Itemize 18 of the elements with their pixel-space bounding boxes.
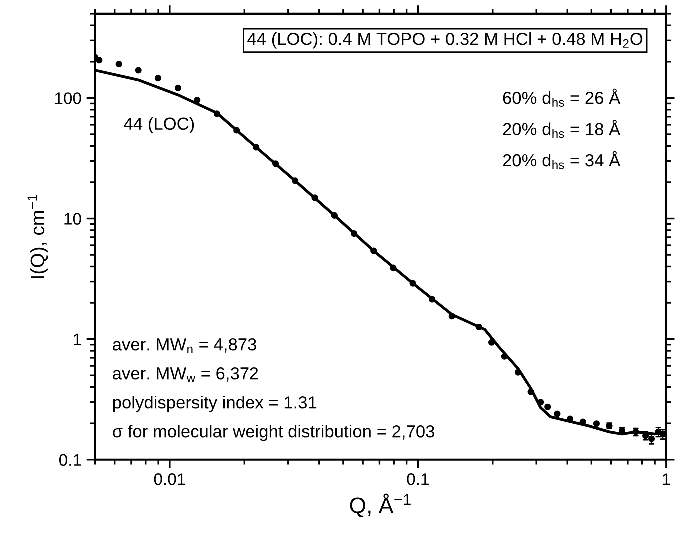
annotation: σ for molecular weight distribution = 2,703 xyxy=(113,425,434,442)
annotation: aver. MW$_{w}$ = 6,372 xyxy=(113,367,258,382)
x-tick-label: 0.1 xyxy=(407,474,429,486)
annotation: 60% d$_{hs}$ = 26 Å xyxy=(503,88,621,107)
y-tick-label: 1 xyxy=(74,334,82,346)
annotation: 20% d$_{hs}$ = 34 Å xyxy=(503,151,621,170)
annotation: polydispersity index = 1.31 xyxy=(113,396,317,412)
y-tick-label: 10 xyxy=(64,213,82,225)
y-axis-title: I(Q), cm$^{−1}$ xyxy=(28,194,48,278)
y-tick-label: 100 xyxy=(55,92,82,104)
x-axis-title: Q, Å$^{−1}$ xyxy=(350,494,411,518)
x-tick-label: 1 xyxy=(663,474,670,486)
annotation: 20% d$_{hs}$ = 18 Å xyxy=(503,120,621,138)
annotation: aver. MW$_{n}$ = 4,873 xyxy=(113,338,256,354)
y-tick-label: 0.1 xyxy=(59,454,82,466)
x-tick-label: 0.01 xyxy=(154,474,186,486)
annotation: 44 (LOC) xyxy=(124,117,194,134)
annotation: 44 (LOC): 0.4 M TOPO + 0.32 M HCl + 0.48 M H$_{2}$O xyxy=(248,32,643,49)
